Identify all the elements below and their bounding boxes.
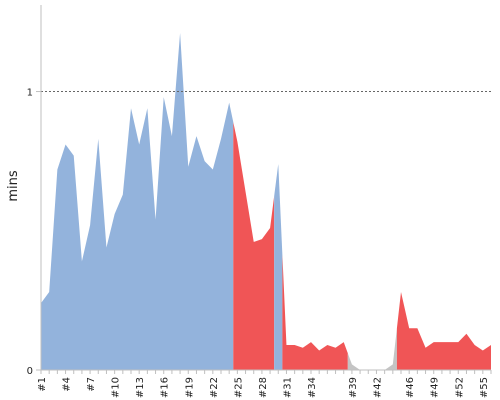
x-tick-label: #46 bbox=[405, 377, 416, 398]
x-tick-label: #4 bbox=[62, 377, 73, 392]
x-tick-label: #22 bbox=[209, 377, 220, 398]
x-tick-label: #1 bbox=[37, 377, 48, 392]
area-segment-failure bbox=[282, 254, 348, 370]
x-tick-label: #42 bbox=[372, 377, 383, 398]
x-tick-label: #39 bbox=[348, 377, 359, 398]
area-segment-failure bbox=[396, 292, 491, 370]
x-tick-label: #10 bbox=[111, 377, 122, 398]
x-tick-label: #55 bbox=[479, 377, 490, 398]
x-tick-label: #13 bbox=[135, 377, 146, 398]
x-tick-label: #25 bbox=[233, 377, 244, 398]
y-ticks: 01 bbox=[27, 88, 41, 377]
x-tick-label: #19 bbox=[184, 377, 195, 398]
y-tick-label: 0 bbox=[27, 366, 33, 377]
x-tick-label: #28 bbox=[258, 377, 269, 398]
x-ticks: #1 #4 #7 #10 #13 #16 #19 #22 #25 #28 #31 #34 #39 #42 #… bbox=[37, 370, 492, 398]
area-segment-failure bbox=[233, 122, 275, 371]
x-tick-label: #49 bbox=[430, 377, 441, 398]
area-segment-success bbox=[41, 33, 234, 371]
y-tick-label: 1 bbox=[27, 88, 33, 99]
x-tick-label: #31 bbox=[282, 377, 293, 398]
area-segment-success bbox=[274, 163, 283, 370]
x-tick-label: #34 bbox=[307, 377, 318, 398]
x-tick-label: #7 bbox=[86, 377, 97, 392]
x-tick-label: #16 bbox=[160, 377, 171, 398]
series-areas bbox=[41, 33, 491, 371]
y-axis-title: mins bbox=[6, 170, 21, 202]
area-segment-aborted bbox=[347, 328, 397, 370]
x-tick-label: #52 bbox=[454, 377, 465, 398]
